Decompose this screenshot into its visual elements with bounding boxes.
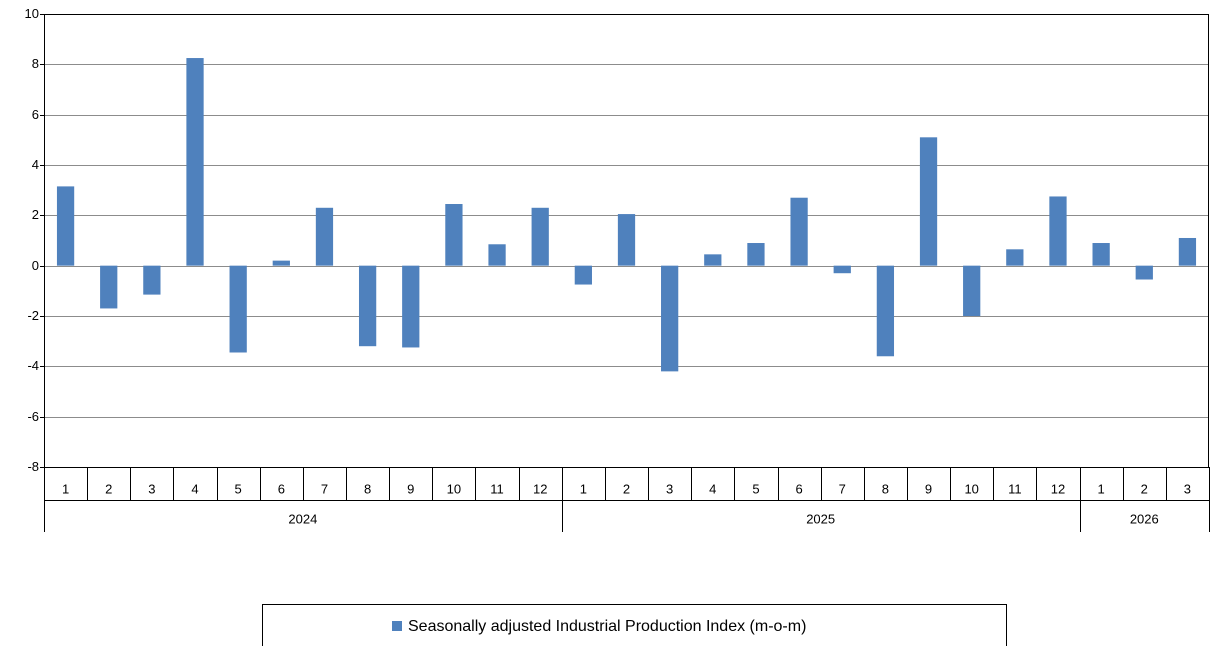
bar [1092,243,1110,266]
group-label: 2025 [806,511,835,526]
bar [402,265,420,348]
x-tick-label: 3 [666,481,673,496]
x-tick-label: 12 [533,481,547,496]
x-tick-label: 5 [235,481,242,496]
x-tick-label: 1 [62,481,69,496]
y-tick-label: -2 [27,308,39,323]
x-tick-label: 6 [278,481,285,496]
bar [1135,265,1153,280]
y-tick-label: 6 [32,107,39,122]
x-tick-label: 8 [364,481,371,496]
y-tick-label: 2 [32,207,39,222]
y-tick-label: -8 [27,459,39,474]
bar [531,207,549,266]
bar [1049,196,1067,266]
bar [833,265,851,274]
bar [100,265,118,309]
y-tick-label: 4 [32,157,39,172]
group-label: 2024 [288,511,317,526]
x-tick-label: 2 [623,481,630,496]
x-tick-label: 11 [1008,481,1022,496]
x-tick-label: 1 [580,481,587,496]
x-tick-label: 1 [1098,481,1105,496]
x-tick-label: 2 [1141,481,1148,496]
bar [1178,237,1197,266]
group-label: 2026 [1130,511,1159,526]
bar [1006,249,1024,266]
bar [488,244,506,266]
x-tick-label: 10 [964,481,978,496]
bar [661,265,679,372]
y-tick-label: 0 [32,258,39,273]
bar [919,137,938,266]
plot-border [44,14,1209,468]
x-tick-label: 11 [490,481,504,496]
y-tick-label: 8 [32,56,39,71]
y-tick-label: -4 [27,358,39,373]
x-tick-label: 2 [105,481,112,496]
bar [143,265,161,295]
bar [963,265,981,316]
bar [445,204,463,266]
bar [358,265,377,347]
bar [747,243,765,266]
x-tick-label: 6 [795,481,802,496]
bar [272,260,290,266]
legend-label: Seasonally adjusted Industrial Productio… [408,618,806,635]
bar [229,265,247,353]
x-tick-label: 7 [839,481,846,496]
x-tick-label: 4 [191,481,198,496]
x-tick-label: 5 [752,481,759,496]
y-tick-label: -6 [27,409,39,424]
x-tick-label: 3 [148,481,155,496]
bar [617,214,636,266]
legend-box [262,604,1007,646]
legend-swatch [392,621,402,631]
bar [790,197,808,266]
bar [186,58,204,266]
x-tick-label: 10 [447,481,461,496]
x-tick-label: 9 [925,481,932,496]
x-tick-label: 4 [709,481,716,496]
bar [876,265,895,357]
bar [56,186,75,266]
bar [704,254,722,266]
x-tick-label: 7 [321,481,328,496]
bar [574,265,592,285]
x-tick-label: 12 [1051,481,1065,496]
y-tick-label: 10 [25,6,39,21]
x-tick-label: 8 [882,481,889,496]
x-tick-label: 9 [407,481,414,496]
bar [315,207,334,266]
x-tick-label: 3 [1184,481,1191,496]
